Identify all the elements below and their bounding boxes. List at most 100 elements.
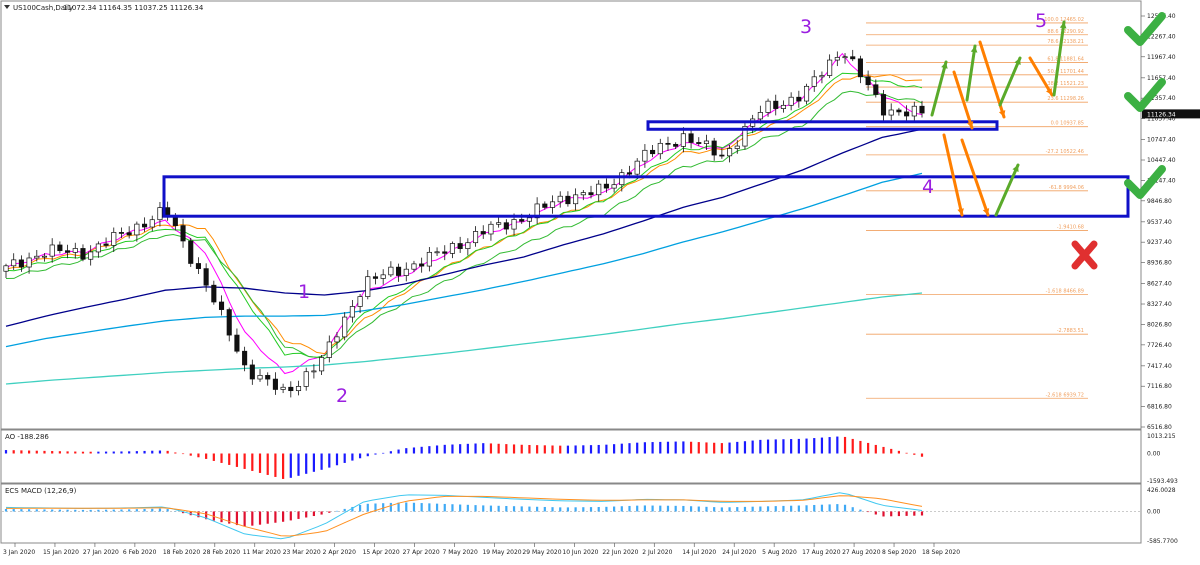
candle-body <box>557 195 563 203</box>
candle-body <box>365 276 371 297</box>
fib-label: -2.618 6939.72 <box>1046 392 1084 398</box>
x-tick-label: 5 Aug 2020 <box>762 549 797 556</box>
arrow-down-icon <box>982 208 990 215</box>
x-tick-label: 11 Mar 2020 <box>243 549 281 556</box>
projection-up-line <box>998 56 1022 107</box>
candle-body <box>3 265 9 272</box>
candle-body <box>118 232 125 234</box>
fib-label: 100.0 12465.02 <box>1044 17 1084 23</box>
candle-body <box>57 244 63 252</box>
arrow-up-icon <box>970 46 978 53</box>
candle-body <box>295 386 302 392</box>
symbol-label: US100Cash,Daily <box>13 4 73 12</box>
price-tick-label: 9537.40 <box>1147 219 1172 226</box>
candle-body <box>680 133 686 147</box>
fib-label: 0.0 10937.85 <box>1051 121 1084 127</box>
projection-up-line <box>930 60 948 117</box>
candle-body <box>88 251 94 260</box>
candle-body <box>211 284 217 303</box>
chart-header: US100Cash,Daily 11072.34 11164.35 11037.… <box>4 4 204 12</box>
macd-tick-label: 426.0028 <box>1147 487 1176 494</box>
candle-body <box>142 223 148 228</box>
candle-body <box>265 375 271 380</box>
candle-body <box>326 341 332 358</box>
candle-body <box>642 149 648 162</box>
ao-tick-label: 0.00 <box>1147 450 1161 457</box>
arrow-up-icon <box>1012 165 1019 172</box>
candle-body <box>819 75 825 78</box>
price-tick-label: 11357.40 <box>1147 95 1176 102</box>
arrow-down-icon <box>966 121 974 128</box>
price-tick-label: 10147.40 <box>1147 177 1176 184</box>
projection-up-line <box>965 44 977 102</box>
candle-body <box>526 217 532 222</box>
fib-label: 38.2 11521.23 <box>1047 81 1084 87</box>
candle-body <box>734 145 740 149</box>
arrow-up-icon <box>1059 22 1067 29</box>
candle-body <box>234 334 240 352</box>
x-tick-label: 15 Apr 2020 <box>363 549 400 556</box>
candle-body <box>472 231 479 244</box>
candle-body <box>580 192 586 196</box>
candle-body <box>696 142 702 144</box>
candle-body <box>603 183 609 189</box>
candle-body <box>111 232 117 246</box>
candle-body <box>249 364 255 380</box>
candle-body <box>796 96 802 102</box>
candle-body <box>688 133 694 143</box>
candle-body <box>834 57 840 61</box>
candle-body <box>180 225 186 242</box>
candle-body <box>41 255 48 258</box>
ma-line-7 <box>5 292 923 385</box>
candle-body <box>419 263 425 267</box>
candle-body <box>480 231 486 235</box>
price-tick-label: 11967.40 <box>1147 54 1176 61</box>
ma-line-1 <box>5 52 923 375</box>
price-tick-label: 7726.40 <box>1147 342 1172 349</box>
fib-label: 78.6 12138.21 <box>1047 39 1084 45</box>
ao-title: AO -188.286 <box>5 433 49 441</box>
candle-body <box>742 126 748 147</box>
candle-body <box>34 255 40 259</box>
candle-body <box>573 194 579 205</box>
candle-body <box>619 172 625 186</box>
candle-body <box>226 309 232 336</box>
x-tick-label: 27 Aug 2020 <box>842 549 881 556</box>
candle-body <box>442 251 448 254</box>
price-tick-label: 6516.80 <box>1147 424 1172 431</box>
price-tick-label: 10447.40 <box>1147 157 1176 164</box>
candle-body <box>634 160 640 175</box>
fib-label: -1.9410.68 <box>1057 224 1084 230</box>
price-tick-label: 9237.40 <box>1147 239 1172 246</box>
x-tick-label: 8 Sep 2020 <box>882 549 916 556</box>
boxes-group <box>162 120 1130 218</box>
candle-body <box>26 257 32 268</box>
price-tick-label: 9846.80 <box>1147 198 1172 205</box>
candle-body <box>896 109 902 113</box>
fib-label: 88.6 12290.92 <box>1047 29 1084 35</box>
fib-label: 23.6 11298.26 <box>1047 96 1084 102</box>
x-tick-label: 18 Sep 2020 <box>922 549 960 556</box>
x-tick-label: 29 May 2020 <box>522 549 561 556</box>
ma-line-4 <box>5 90 923 360</box>
arrow-up-icon <box>1014 58 1021 65</box>
candle-body <box>865 76 871 86</box>
candle-body <box>880 94 887 116</box>
wave-label-1: 1 <box>298 281 310 303</box>
candle-body <box>218 301 225 310</box>
cross-icon <box>1071 240 1098 270</box>
x-tick-label: 27 Jan 2020 <box>83 549 119 556</box>
candle-body <box>403 268 409 276</box>
candle-body <box>673 143 679 147</box>
candle-body <box>542 203 548 208</box>
candle-body <box>919 105 925 114</box>
candle-body <box>311 370 317 373</box>
dropdown-triangle-icon[interactable] <box>4 5 10 9</box>
candle-body <box>449 243 456 254</box>
x-tick-label: 2 Apr 2020 <box>323 549 356 556</box>
macd-signal-line <box>6 495 923 537</box>
candle-body <box>18 259 24 268</box>
macd-tick-label: -585.7700 <box>1147 538 1178 545</box>
projection-down-line <box>942 133 964 217</box>
x-tick-label: 10 Jun 2020 <box>562 549 598 556</box>
